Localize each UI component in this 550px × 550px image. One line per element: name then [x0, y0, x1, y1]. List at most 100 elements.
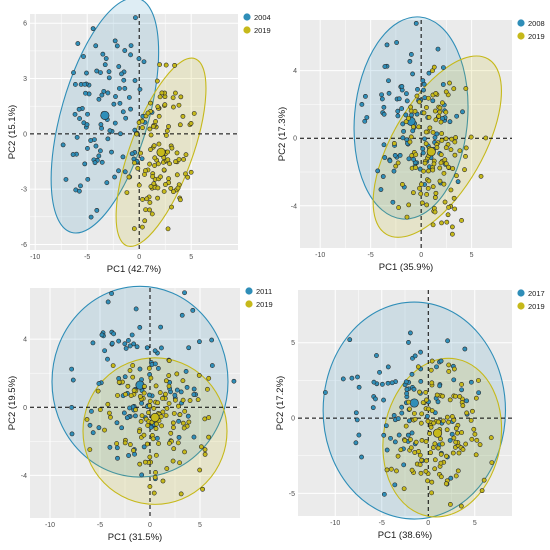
- legend-label-2008: 2008: [528, 19, 545, 28]
- data-point-2004: [78, 183, 83, 189]
- data-point-2008: [441, 65, 446, 71]
- data-point-2019: [152, 163, 157, 168]
- data-point-2017: [371, 379, 377, 385]
- data-point-2004: [75, 41, 81, 46]
- data-point-2019: [451, 195, 457, 201]
- data-point-2008: [395, 108, 401, 114]
- data-point-2019: [437, 165, 443, 171]
- y-axis-title: PC2 (19.5%): [7, 376, 18, 430]
- data-point-2019: [429, 358, 435, 364]
- y-tick-label: 0: [23, 405, 27, 412]
- data-point-2004: [109, 149, 114, 155]
- data-point-2019: [161, 189, 167, 194]
- data-point-2019: [406, 115, 411, 121]
- y-tick-label: -3: [21, 187, 27, 194]
- data-point-2011: [174, 387, 180, 393]
- data-point-2011: [109, 291, 114, 296]
- data-point-2004: [114, 43, 120, 49]
- data-point-2011: [172, 392, 178, 398]
- data-point-2019: [147, 200, 153, 205]
- data-point-2004: [102, 62, 108, 68]
- data-point-2008: [408, 52, 414, 57]
- data-point-2019: [424, 397, 429, 403]
- data-point-2019: [449, 414, 455, 419]
- data-point-2008: [396, 96, 402, 102]
- data-point-2019: [433, 190, 439, 196]
- data-point-2019: [489, 460, 495, 465]
- data-point-2019: [197, 467, 203, 473]
- data-point-2019: [434, 145, 440, 150]
- data-point-2008: [384, 42, 390, 48]
- data-point-2011: [121, 410, 127, 416]
- data-point-2019: [453, 393, 458, 399]
- data-point-2019: [415, 364, 421, 370]
- data-point-2019: [148, 147, 153, 152]
- data-point-2019: [166, 373, 172, 378]
- data-point-2019: [409, 153, 415, 158]
- data-point-2019: [443, 453, 449, 459]
- data-point-2019: [87, 447, 93, 453]
- data-point-2019: [128, 393, 134, 398]
- data-point-2019: [419, 437, 425, 443]
- data-point-2019: [444, 414, 450, 420]
- data-point-2017: [347, 337, 353, 343]
- data-point-2011: [69, 405, 75, 410]
- data-point-2019: [131, 388, 137, 393]
- data-point-2019: [417, 99, 422, 105]
- data-point-2019: [412, 416, 418, 422]
- data-point-2019: [417, 389, 422, 395]
- data-point-2004: [93, 43, 99, 49]
- y-tick-label: 4: [23, 337, 27, 344]
- data-point-2019: [182, 449, 187, 455]
- data-point-2017: [411, 386, 417, 392]
- data-point-2019: [156, 141, 162, 147]
- data-point-2004: [105, 136, 111, 142]
- data-point-2017: [399, 410, 405, 416]
- pca-panel-4: -10 -5 0 5 -5 0 5 PC1 (38.6%) PC2 (17.2%) 2017 201…: [275, 289, 545, 541]
- data-point-2019: [445, 212, 451, 218]
- data-point-2019: [145, 423, 151, 428]
- data-point-2019: [425, 478, 430, 484]
- data-point-2008: [406, 156, 412, 162]
- data-point-2004: [113, 94, 118, 99]
- data-point-2011: [141, 444, 147, 450]
- data-point-2019: [426, 168, 431, 174]
- data-point-2019: [436, 419, 441, 425]
- data-point-2019: [453, 425, 459, 431]
- data-point-2019: [175, 440, 181, 446]
- y-tick-label: 6: [23, 21, 27, 28]
- data-point-2019: [449, 231, 455, 237]
- data-point-2008: [381, 142, 387, 148]
- data-point-2019: [147, 454, 153, 460]
- pca-panel-1: -10 -5 0 5 -6 -3 0 3 6 PC1 (42.7%) PC2 (15.1%) 2004…: [7, 0, 271, 275]
- y-tick-label: 0: [291, 416, 295, 423]
- data-point-2004: [72, 111, 78, 117]
- data-point-2019: [160, 409, 166, 415]
- data-point-2019: [171, 104, 176, 110]
- data-point-2019: [155, 104, 161, 110]
- data-point-2019: [471, 426, 477, 432]
- data-point-2011: [209, 337, 215, 343]
- data-point-2019: [440, 393, 445, 399]
- x-tick-label: -5: [97, 522, 103, 529]
- data-point-2019: [460, 447, 466, 453]
- legend-label-2019: 2019: [256, 300, 273, 309]
- data-point-2019: [138, 150, 144, 156]
- data-point-2019: [177, 460, 182, 466]
- data-point-2019: [457, 394, 463, 399]
- data-point-2019: [163, 378, 169, 384]
- data-point-2017: [409, 371, 415, 377]
- data-point-2019: [416, 124, 422, 130]
- data-point-2019: [206, 415, 212, 420]
- data-point-2017: [340, 376, 346, 382]
- data-point-2019: [413, 152, 419, 158]
- data-point-2019: [170, 458, 176, 464]
- data-point-2008: [401, 128, 406, 134]
- x-axis-title: PC1 (42.7%): [107, 264, 161, 275]
- data-point-2019: [452, 206, 458, 212]
- data-point-2019: [418, 470, 424, 476]
- data-point-2019: [166, 383, 172, 389]
- data-point-2008: [375, 168, 381, 174]
- data-point-2019: [443, 145, 449, 151]
- data-point-2004: [88, 138, 94, 143]
